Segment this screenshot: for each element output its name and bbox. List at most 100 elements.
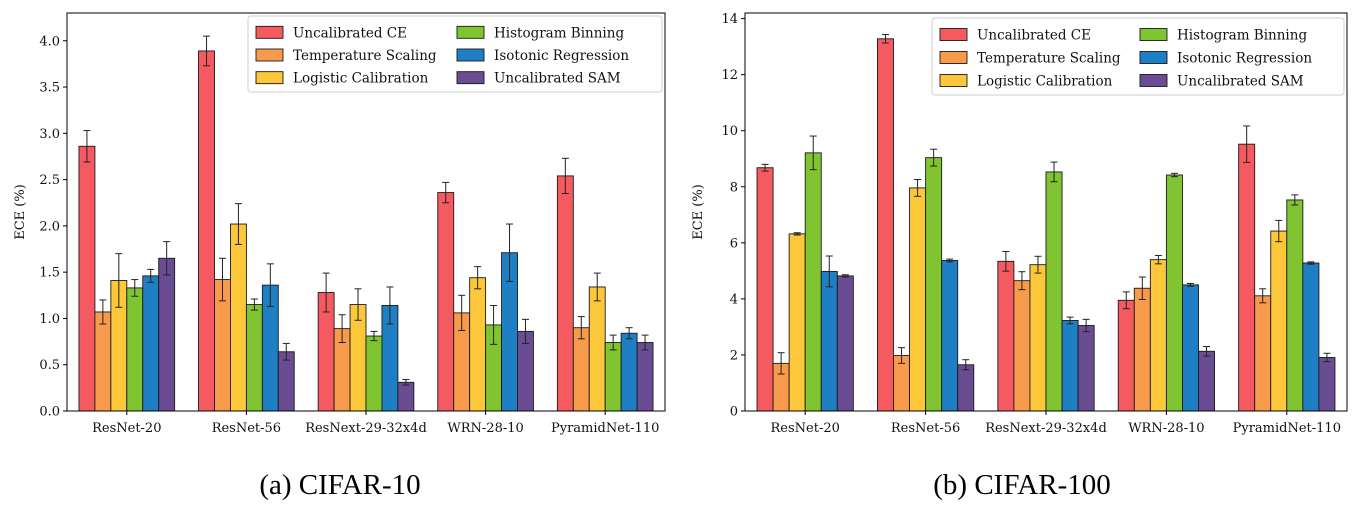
bar-uncalibrated-sam-resnext-29-32x4d xyxy=(397,381,415,412)
errorbar-histogram-binning-resnet-56 xyxy=(250,298,258,311)
errorbar-histogram-binning-pyramidnet-110 xyxy=(609,334,617,351)
errorbar-uncalibrated-ce-resnet-56 xyxy=(881,34,889,44)
legend-label-uncalibrated-ce: Uncalibrated CE xyxy=(977,28,1091,44)
errorbar-uncalibrated-sam-resnext-29-32x4d xyxy=(1082,318,1090,333)
x-tick-label-resnet-56: ResNet-56 xyxy=(212,421,281,436)
legend-swatch-uncalibrated-ce xyxy=(939,28,968,41)
x-tick-label-resnext-29-32x4d: ResNext-29-32x4d xyxy=(305,421,427,436)
errorbar-uncalibrated-ce-resnet-56 xyxy=(203,35,211,67)
y-tick-label: 3.5 xyxy=(39,81,60,96)
errorbar-uncalibrated-sam-resnet-20 xyxy=(841,274,849,278)
legend-box xyxy=(247,15,663,93)
errorbar-temperature-scaling-resnext-29-32x4d xyxy=(338,314,346,344)
bar-temperature-scaling-wrn-28-10 xyxy=(1133,287,1151,412)
bar-isotonic-regression-resnext-29-32x4d xyxy=(1061,320,1079,412)
y-tick-label: 4.0 xyxy=(39,34,60,49)
chart-cifar10: 0.0 0.5 1.0 1.5 2.0 2.5 3.0 3.5 4.0 ResNet-20 ResN… xyxy=(13,12,666,436)
errorbar-uncalibrated-ce-pyramidnet-110 xyxy=(561,157,569,194)
legend-label-logistic-calibration: Logistic Calibration xyxy=(293,71,429,87)
errorbar-temperature-scaling-resnet-20 xyxy=(99,299,107,325)
y-tick-label: 10 xyxy=(721,124,738,139)
errorbar-logistic-calibration-resnet-20 xyxy=(793,232,801,236)
errorbar-histogram-binning-pyramidnet-110 xyxy=(1291,194,1299,206)
bar-logistic-calibration-pyramidnet-110 xyxy=(1270,230,1288,412)
errorbar-temperature-scaling-wrn-28-10 xyxy=(1138,276,1146,300)
errorbar-isotonic-regression-resnet-56 xyxy=(266,263,274,307)
y-tick-label: 0.0 xyxy=(39,405,60,420)
errorbar-isotonic-regression-resnext-29-32x4d xyxy=(386,286,394,325)
bar-uncalibrated-ce-resnet-20 xyxy=(756,167,774,412)
errorbar-isotonic-regression-wrn-28-10 xyxy=(506,223,514,282)
legend-swatch-uncalibrated-sam xyxy=(456,71,485,85)
errorbar-temperature-scaling-pyramidnet-110 xyxy=(1259,288,1267,304)
bar-histogram-binning-resnext-29-32x4d xyxy=(365,335,383,412)
errorbar-logistic-calibration-resnet-20 xyxy=(115,253,123,308)
bar-isotonic-regression-wrn-28-10 xyxy=(1181,284,1199,412)
bar-uncalibrated-sam-resnet-56 xyxy=(957,364,975,412)
x-tick-label-resnet-20: ResNet-20 xyxy=(92,421,161,436)
bar-uncalibrated-ce-resnext-29-32x4d xyxy=(997,260,1015,412)
legend-swatch-temperature-scaling xyxy=(939,51,968,64)
legend-label-temperature-scaling: Temperature Scaling xyxy=(977,51,1121,67)
bar-uncalibrated-ce-resnet-56 xyxy=(876,38,894,412)
y-tick-label: 2.5 xyxy=(39,173,60,188)
errorbar-isotonic-regression-pyramidnet-110 xyxy=(1307,261,1315,265)
errorbar-temperature-scaling-resnet-20 xyxy=(777,352,785,375)
errorbar-uncalibrated-sam-resnet-56 xyxy=(282,342,290,361)
x-tick-label-wrn-28-10: WRN-28-10 xyxy=(1128,421,1204,436)
legend-label-uncalibrated-sam: Uncalibrated SAM xyxy=(1177,74,1304,90)
errorbar-logistic-calibration-pyramidnet-110 xyxy=(593,272,601,302)
errorbar-histogram-binning-resnext-29-32x4d xyxy=(1050,161,1058,183)
bar-logistic-calibration-resnet-56 xyxy=(909,187,927,412)
bar-temperature-scaling-pyramidnet-110 xyxy=(572,327,590,412)
bar-temperature-scaling-pyramidnet-110 xyxy=(1254,295,1272,412)
bar-uncalibrated-sam-wrn-28-10 xyxy=(1198,350,1216,412)
y-tick-label: 12 xyxy=(721,68,738,83)
errorbar-logistic-calibration-resnext-29-32x4d xyxy=(1034,255,1042,274)
errorbar-logistic-calibration-resnet-56 xyxy=(914,178,922,197)
x-tick-label-pyramidnet-110: PyramidNet-110 xyxy=(1233,421,1341,436)
bar-uncalibrated-sam-resnext-29-32x4d xyxy=(1077,325,1095,412)
bar-logistic-calibration-resnext-29-32x4d xyxy=(1029,264,1047,412)
legend-label-temperature-scaling: Temperature Scaling xyxy=(293,48,437,64)
errorbar-temperature-scaling-resnet-56 xyxy=(218,257,226,302)
errorbar-uncalibrated-sam-wrn-28-10 xyxy=(521,318,529,344)
bar-histogram-binning-resnet-20 xyxy=(804,152,822,412)
y-tick-label: 4 xyxy=(730,292,738,307)
bar-uncalibrated-ce-resnet-56 xyxy=(198,50,215,412)
legend-label-isotonic-regression: Isotonic Regression xyxy=(494,48,629,64)
bar-logistic-calibration-wrn-28-10 xyxy=(1149,259,1167,412)
bar-uncalibrated-ce-wrn-28-10 xyxy=(1117,299,1135,412)
bar-uncalibrated-sam-pyramidnet-110 xyxy=(1318,357,1336,412)
legend-swatch-uncalibrated-ce xyxy=(255,25,284,39)
bar-logistic-calibration-pyramidnet-110 xyxy=(588,286,606,412)
legend: Uncalibrated CE Temperature Scaling Logist… xyxy=(247,15,663,93)
bar-histogram-binning-resnet-56 xyxy=(245,304,263,412)
legend-swatch-histogram-binning xyxy=(456,25,485,39)
errorbar-histogram-binning-resnext-29-32x4d xyxy=(370,330,378,342)
legend-swatch-temperature-scaling xyxy=(255,48,284,62)
y-tick-label: 6 xyxy=(730,236,738,251)
errorbar-uncalibrated-sam-resnet-56 xyxy=(962,359,970,371)
y-tick-label: 2 xyxy=(730,348,738,363)
bar-isotonic-regression-resnet-20 xyxy=(142,275,160,412)
bar-logistic-calibration-resnet-20 xyxy=(788,233,806,412)
y-tick-label: 14 xyxy=(721,12,738,27)
errorbar-logistic-calibration-resnet-56 xyxy=(234,203,242,245)
errorbar-uncalibrated-ce-resnet-20 xyxy=(83,130,91,163)
errorbar-histogram-binning-wrn-28-10 xyxy=(490,304,498,345)
bar-logistic-calibration-wrn-28-10 xyxy=(469,277,487,412)
bar-isotonic-regression-resnet-20 xyxy=(820,270,838,412)
x-tick-label-resnext-29-32x4d: ResNext-29-32x4d xyxy=(985,421,1107,436)
y-tick-label: 0 xyxy=(730,405,738,420)
y-tick-label: 1.0 xyxy=(39,312,60,327)
errorbar-uncalibrated-ce-resnext-29-32x4d xyxy=(322,272,330,313)
bar-uncalibrated-sam-resnet-20 xyxy=(836,275,854,412)
errorbar-histogram-binning-resnet-56 xyxy=(930,148,938,167)
bar-uncalibrated-ce-resnet-20 xyxy=(78,145,96,412)
errorbar-isotonic-regression-resnet-20 xyxy=(825,255,833,288)
x-tick-label-resnet-20: ResNet-20 xyxy=(771,421,840,436)
legend-swatch-uncalibrated-sam xyxy=(1139,74,1168,87)
y-tick-label: 8 xyxy=(730,180,738,195)
